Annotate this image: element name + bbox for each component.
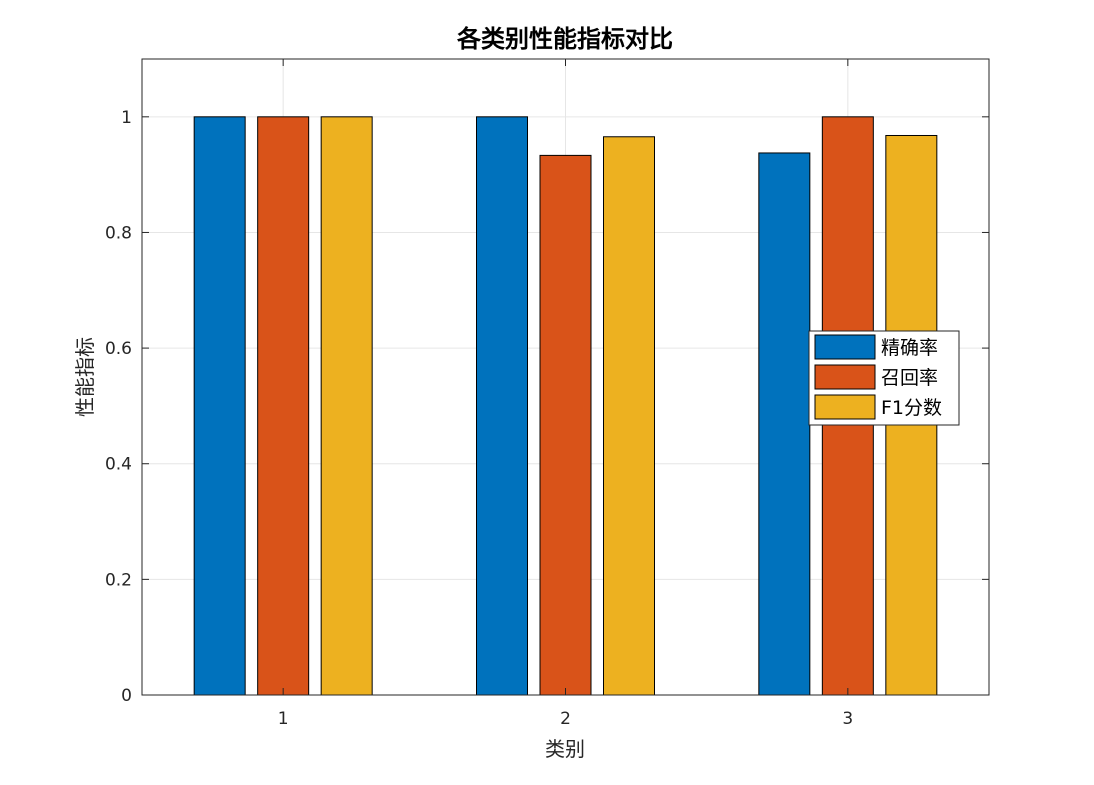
bar-series-2-category-1 (257, 116, 310, 696)
bar-series-3-category-2 (603, 136, 655, 696)
legend-swatch (814, 364, 876, 390)
bar-series-1-category-1 (193, 116, 246, 696)
bar-series-1-category-2 (476, 116, 528, 696)
ticks: 0 0.2 0.4 0.6 0.8 1 1 2 3 (105, 59, 989, 729)
y-tick-label: 0.6 (105, 339, 132, 359)
chart-title: 各类别性能指标对比 (456, 25, 673, 53)
bar-series-3-category-1 (320, 116, 373, 696)
y-tick-label: 0.2 (105, 570, 132, 590)
legend-label: F1分数 (881, 397, 942, 419)
legend-swatch (814, 334, 876, 360)
bars (193, 116, 938, 696)
x-tick-label: 3 (842, 709, 853, 729)
x-tick-label: 2 (560, 709, 571, 729)
x-tick-label: 1 (278, 709, 289, 729)
legend-label: 召回率 (881, 367, 938, 389)
y-tick-label: 0 (121, 686, 132, 706)
bar-series-2-category-2 (539, 154, 592, 696)
y-axis-label: 性能指标 (73, 337, 97, 417)
y-tick-label: 0.8 (105, 223, 132, 243)
legend-label: 精确率 (881, 337, 938, 359)
bar-series-1-category-3 (758, 152, 811, 696)
y-tick-label: 0.4 (105, 455, 132, 475)
x-axis-label: 类别 (545, 737, 585, 761)
legend-swatch (814, 394, 876, 420)
y-tick-label: 1 (121, 108, 132, 128)
